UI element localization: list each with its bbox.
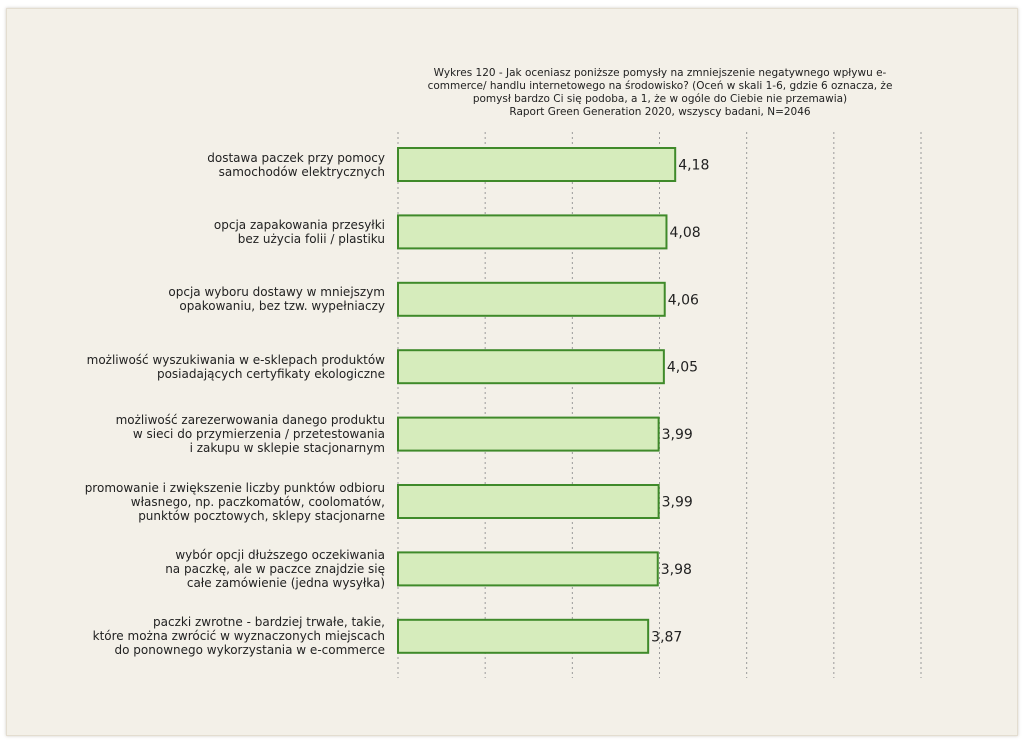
category-label: możliwość zarezerwowania danego produktu… — [40, 413, 385, 455]
category-label-line: własnego, np. paczkomatów, coolomatów, — [130, 494, 385, 509]
category-label-line: promowanie i zwiększenie liczby punktów … — [84, 480, 385, 495]
bar-value-label: 4,18 — [678, 158, 709, 174]
category-label-line: paczki zwrotne - bardziej trwałe, takie, — [153, 615, 385, 630]
bar-value-label: 3,99 — [662, 495, 693, 511]
category-label-line: posiadających certyfikaty ekologiczne — [156, 366, 385, 381]
chart-title-line: Raport Green Generation 2020, wszyscy ba… — [509, 106, 811, 118]
category-label-line: które można zwrócić w wyznaczonych miejs… — [92, 629, 385, 644]
chart-title-line: pomysł bardzo Ci się podoba, a 1, że w o… — [472, 93, 848, 105]
chart-title-line: commerce/ handlu internetowego na środow… — [427, 80, 893, 92]
chart-title-line: Wykres 120 - Jak oceniasz poniższe pomys… — [433, 67, 887, 79]
category-label: promowanie i zwiększenie liczby punktów … — [40, 481, 385, 523]
chart-title: Wykres 120 - Jak oceniasz poniższe pomys… — [400, 67, 920, 119]
bar — [397, 551, 659, 587]
category-label-line: opcja wyboru dostawy w mniejszym — [168, 285, 385, 300]
bar — [397, 147, 677, 182]
category-label: opcja zapakowania przesyłki bez użycia fo… — [40, 218, 385, 246]
category-label: wybór opcji dłuższego oczekiwania na pacz… — [40, 548, 385, 590]
bar — [397, 618, 650, 654]
category-label: możliwość wyszukiwania w e-sklepach prod… — [40, 353, 385, 381]
bar-value-label: 4,05 — [667, 360, 698, 376]
category-label-line: opcja zapakowania przesyłki — [213, 217, 385, 232]
category-label: paczki zwrotne - bardziej trwałe, takie,… — [40, 615, 385, 657]
category-label-line: i zakupu w sklepie stacjonarnym — [189, 441, 385, 456]
category-label-line: w sieci do przymierzenia / przetestowani… — [132, 427, 385, 442]
category-label-line: bez użycia folii / plastiku — [237, 231, 385, 246]
bar — [397, 281, 666, 317]
category-label-line: na paczkę, ale w paczce znajdzie się — [165, 561, 385, 576]
category-label-line: możliwość wyszukiwania w e-sklepach prod… — [86, 352, 385, 367]
category-label: opcja wyboru dostawy w mniejszym opakowan… — [40, 285, 385, 313]
bar — [397, 416, 660, 452]
category-label-line: całe zamówienie (jedna wysyłka) — [186, 575, 385, 590]
bar — [397, 484, 660, 519]
category-label-line: wybór opcji dłuższego oczekiwania — [175, 547, 385, 562]
category-label-line: punktów pocztowych, sklepy stacjonarne — [138, 508, 385, 523]
category-label: dostawa paczek przy pomocy samochodów ele… — [40, 151, 385, 179]
bar — [397, 214, 668, 250]
category-label-line: do ponownego wykorzystania w e-commerce — [114, 643, 385, 658]
bar — [397, 349, 665, 385]
category-label-line: dostawa paczek przy pomocy — [207, 150, 385, 165]
category-label-line: możliwość zarezerwowania danego produktu — [115, 413, 385, 428]
bar-value-label: 3,87 — [651, 629, 682, 645]
bar-value-label: 4,08 — [669, 225, 700, 241]
bar-value-label: 3,98 — [661, 562, 692, 578]
bar-value-label: 4,06 — [668, 292, 699, 308]
category-label-line: samochodów elektrycznych — [218, 164, 385, 179]
bar-value-label: 3,99 — [662, 427, 693, 443]
category-label-line: opakowaniu, bez tzw. wypełniaczy — [179, 299, 385, 314]
